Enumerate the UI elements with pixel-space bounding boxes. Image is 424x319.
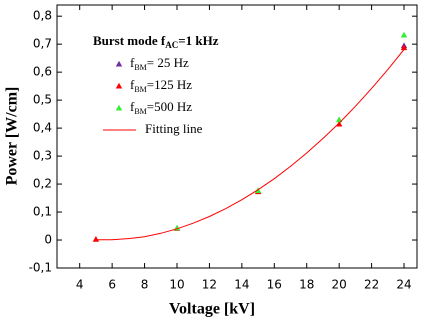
x-tick-label: 20 [332,278,347,292]
legend-title: Burst mode fAC=1 kHz [93,33,219,50]
y-tick-label: 0,7 [33,37,52,51]
legend-marker [115,82,123,89]
x-tick-label: 16 [267,278,282,292]
y-tick-label: 0,2 [33,177,52,191]
y-tick-label: 0 [44,233,52,247]
legend-title-text: Burst mode f [93,33,166,48]
legend-sub: BM [134,107,146,116]
y-tick-label: 0,5 [33,93,52,107]
marker [400,31,408,38]
marker [92,235,100,242]
legend-rest: =125 Hz [147,77,192,92]
x-tick-label: 24 [396,278,411,292]
plot-frame [56,4,418,269]
marker [400,44,408,51]
x-tick-label: 6 [108,278,116,292]
x-tick-label: 10 [169,278,184,292]
y-axis-label: Power [W/cm] [4,87,21,186]
legend-name: f [130,77,135,92]
legend-label: fBM=125 Hz [130,77,192,94]
y-tick-label: 0,6 [33,65,52,79]
legend-sub: BM [134,85,146,94]
legend-name: f [130,55,135,70]
x-tick-label: 18 [299,278,314,292]
legend-name: f [130,99,135,114]
y-tick-label: 0,3 [33,149,52,163]
legend-title-sub: AC [165,40,178,50]
y-tick-label: -0,1 [29,261,52,275]
y-tick-label: 0,1 [33,205,52,219]
legend-rest: =500 Hz [147,99,192,114]
legend-title-rest: =1 kHz [178,33,218,48]
x-tick-label: 22 [364,278,379,292]
y-tick-label: 0,8 [33,9,52,23]
legend-label: Fitting line [145,121,203,136]
x-axis-label: Voltage [kV] [169,301,255,318]
legend-marker [115,104,123,111]
x-tick-label: 4 [76,278,84,292]
x-tick-label: 8 [141,278,149,292]
legend-sub: BM [134,63,146,72]
legend-label: fBM=500 Hz [130,99,192,116]
x-tick-label: 12 [202,278,217,292]
legend-marker [115,60,123,67]
y-tick-label: 0,4 [33,121,52,135]
x-tick-label: 14 [234,278,249,292]
fit-line [95,49,405,241]
legend-rest: = 25 Hz [147,55,189,70]
legend-label: fBM= 25 Hz [130,55,189,72]
